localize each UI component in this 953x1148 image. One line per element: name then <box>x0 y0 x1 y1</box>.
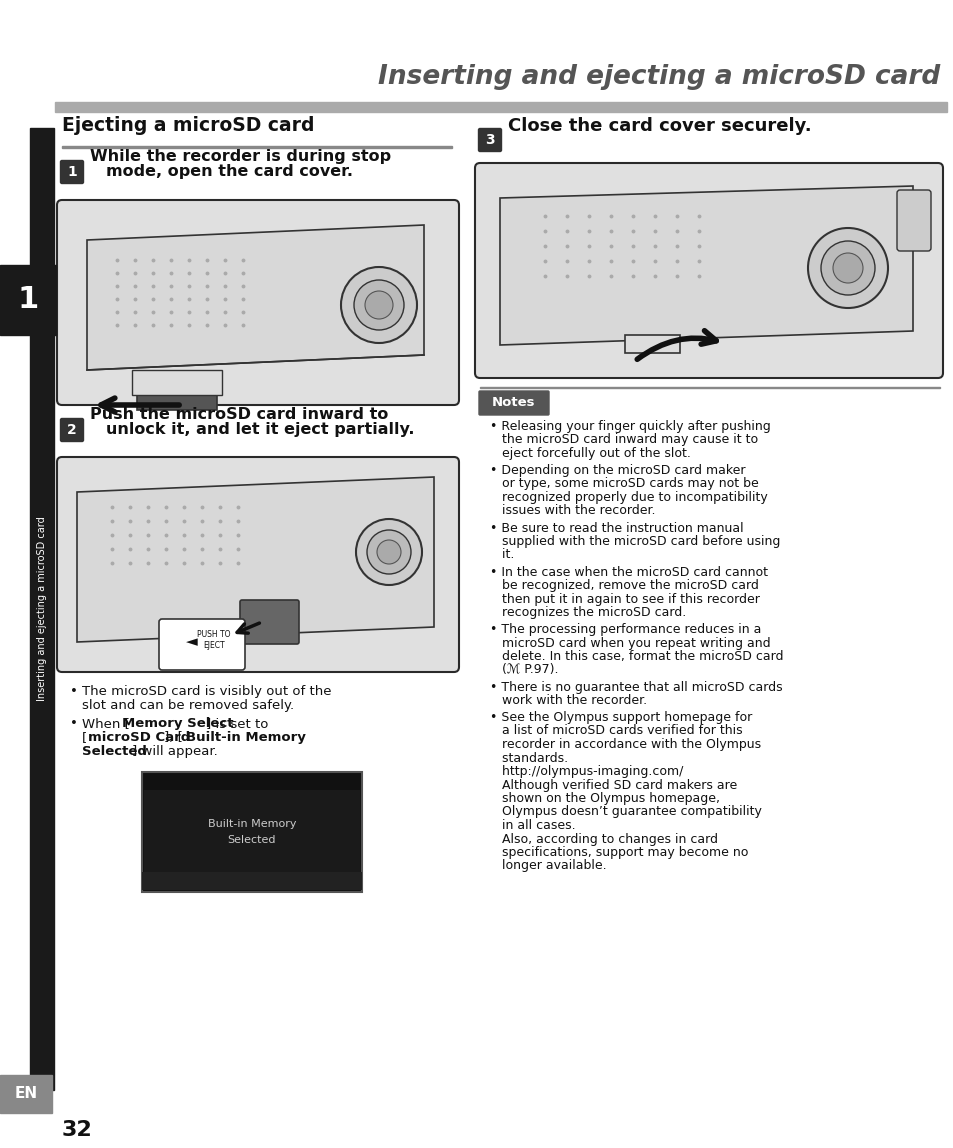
Text: work with the recorder.: work with the recorder. <box>490 695 646 707</box>
Circle shape <box>365 290 393 319</box>
Circle shape <box>376 540 400 564</box>
Text: the microSD card inward may cause it to: the microSD card inward may cause it to <box>490 434 758 447</box>
Text: [: [ <box>82 731 87 744</box>
Text: • There is no guarantee that all microSD cards: • There is no guarantee that all microSD… <box>490 681 781 693</box>
Bar <box>132 370 222 395</box>
Text: Also, according to changes in card: Also, according to changes in card <box>490 832 718 845</box>
FancyBboxPatch shape <box>60 161 84 184</box>
Text: in all cases.: in all cases. <box>490 819 575 832</box>
Circle shape <box>340 267 416 343</box>
FancyBboxPatch shape <box>240 600 298 644</box>
Text: issues with the recorder.: issues with the recorder. <box>490 504 655 518</box>
Bar <box>0 265 56 335</box>
Text: (ℳ P.97).: (ℳ P.97). <box>490 664 558 676</box>
Text: • In the case when the microSD card cannot: • In the case when the microSD card cann… <box>490 566 767 579</box>
Text: 2: 2 <box>67 422 77 437</box>
Text: •: • <box>70 685 78 698</box>
Text: • Depending on the microSD card maker: • Depending on the microSD card maker <box>490 464 744 478</box>
Text: While the recorder is during stop: While the recorder is during stop <box>90 149 391 164</box>
Text: Ejecting a microSD card: Ejecting a microSD card <box>62 116 314 135</box>
Text: eject forcefully out of the slot.: eject forcefully out of the slot. <box>490 447 690 460</box>
Text: ], [: ], [ <box>164 731 183 744</box>
Text: recorder in accordance with the Olympus: recorder in accordance with the Olympus <box>490 738 760 751</box>
Text: Built-in Memory: Built-in Memory <box>208 819 296 829</box>
Text: shown on the Olympus homepage,: shown on the Olympus homepage, <box>490 792 720 805</box>
FancyBboxPatch shape <box>896 191 930 251</box>
FancyBboxPatch shape <box>60 419 84 442</box>
Text: Olympus doesn’t guarantee compatibility: Olympus doesn’t guarantee compatibility <box>490 806 761 819</box>
Polygon shape <box>77 478 434 642</box>
Text: 32: 32 <box>62 1120 92 1140</box>
Bar <box>144 790 359 890</box>
Circle shape <box>355 519 421 585</box>
Bar <box>62 146 452 148</box>
Text: Although verified SD card makers are: Although verified SD card makers are <box>490 778 737 791</box>
Text: 3: 3 <box>485 133 495 147</box>
Text: EN: EN <box>14 1086 37 1101</box>
Text: Close the card cover securely.: Close the card cover securely. <box>507 117 811 135</box>
Text: recognized properly due to incompatibility: recognized properly due to incompatibili… <box>490 491 767 504</box>
Bar <box>137 375 216 410</box>
Text: Inserting and ejecting a microSD card: Inserting and ejecting a microSD card <box>37 517 47 701</box>
Text: http://olympus-imaging.com/: http://olympus-imaging.com/ <box>490 765 682 778</box>
Text: Selected: Selected <box>82 745 147 758</box>
Text: ] is set to: ] is set to <box>206 718 268 730</box>
Bar <box>55 102 946 113</box>
Bar <box>30 127 54 1089</box>
Bar <box>0 1075 52 1114</box>
Text: microSD card when you repeat writing and: microSD card when you repeat writing and <box>490 636 770 650</box>
Text: PUSH TO
EJECT: PUSH TO EJECT <box>197 630 231 650</box>
Text: it.: it. <box>490 549 514 561</box>
Text: a list of microSD cards verified for this: a list of microSD cards verified for thi… <box>490 724 741 737</box>
Text: standards.: standards. <box>490 752 568 765</box>
Text: Memory Select: Memory Select <box>122 718 233 730</box>
Text: mode, open the card cover.: mode, open the card cover. <box>106 164 353 179</box>
Text: ] will appear.: ] will appear. <box>132 745 217 758</box>
FancyBboxPatch shape <box>57 200 458 405</box>
Circle shape <box>832 253 862 284</box>
Bar <box>624 335 679 352</box>
Text: ◄: ◄ <box>186 635 197 650</box>
Text: • The processing performance reduces in a: • The processing performance reduces in … <box>490 623 760 636</box>
FancyBboxPatch shape <box>159 619 245 670</box>
Text: longer available.: longer available. <box>490 860 606 872</box>
Circle shape <box>354 280 403 329</box>
Text: When [: When [ <box>82 718 130 730</box>
Text: slot and can be removed safely.: slot and can be removed safely. <box>82 699 294 712</box>
Circle shape <box>821 241 874 295</box>
Text: be recognized, remove the microSD card: be recognized, remove the microSD card <box>490 579 758 592</box>
Text: 1: 1 <box>17 286 38 315</box>
Text: Inserting and ejecting a microSD card: Inserting and ejecting a microSD card <box>377 64 939 90</box>
Text: •: • <box>70 718 78 730</box>
Polygon shape <box>499 186 912 346</box>
Text: • See the Olympus support homepage for: • See the Olympus support homepage for <box>490 711 752 724</box>
Bar <box>142 872 361 890</box>
FancyBboxPatch shape <box>478 129 501 152</box>
Bar <box>479 387 939 388</box>
Circle shape <box>807 228 887 308</box>
Bar <box>222 629 240 641</box>
Text: microSD Card: microSD Card <box>88 731 190 744</box>
Text: • Releasing your finger quickly after pushing: • Releasing your finger quickly after pu… <box>490 420 770 433</box>
FancyBboxPatch shape <box>57 457 458 672</box>
Text: unlock it, and let it eject partially.: unlock it, and let it eject partially. <box>106 422 414 437</box>
FancyBboxPatch shape <box>475 163 942 378</box>
Text: recognizes the microSD card.: recognizes the microSD card. <box>490 606 685 619</box>
Text: then put it in again to see if this recorder: then put it in again to see if this reco… <box>490 592 760 605</box>
Text: • Be sure to read the instruction manual: • Be sure to read the instruction manual <box>490 521 742 535</box>
Bar <box>142 771 361 892</box>
Text: specifications, support may become no: specifications, support may become no <box>490 846 747 859</box>
Circle shape <box>367 530 411 574</box>
Text: The microSD card is visibly out of the: The microSD card is visibly out of the <box>82 685 331 698</box>
Text: supplied with the microSD card before using: supplied with the microSD card before us… <box>490 535 780 548</box>
Text: delete. In this case, format the microSD card: delete. In this case, format the microSD… <box>490 650 782 664</box>
FancyBboxPatch shape <box>478 391 548 414</box>
Text: Notes: Notes <box>492 396 536 410</box>
Polygon shape <box>87 225 423 370</box>
Text: Selected: Selected <box>228 835 276 845</box>
Text: or type, some microSD cards may not be: or type, some microSD cards may not be <box>490 478 758 490</box>
Text: 1: 1 <box>67 165 77 179</box>
Text: Push the microSD card inward to: Push the microSD card inward to <box>90 408 388 422</box>
Text: Built-in Memory: Built-in Memory <box>186 731 306 744</box>
